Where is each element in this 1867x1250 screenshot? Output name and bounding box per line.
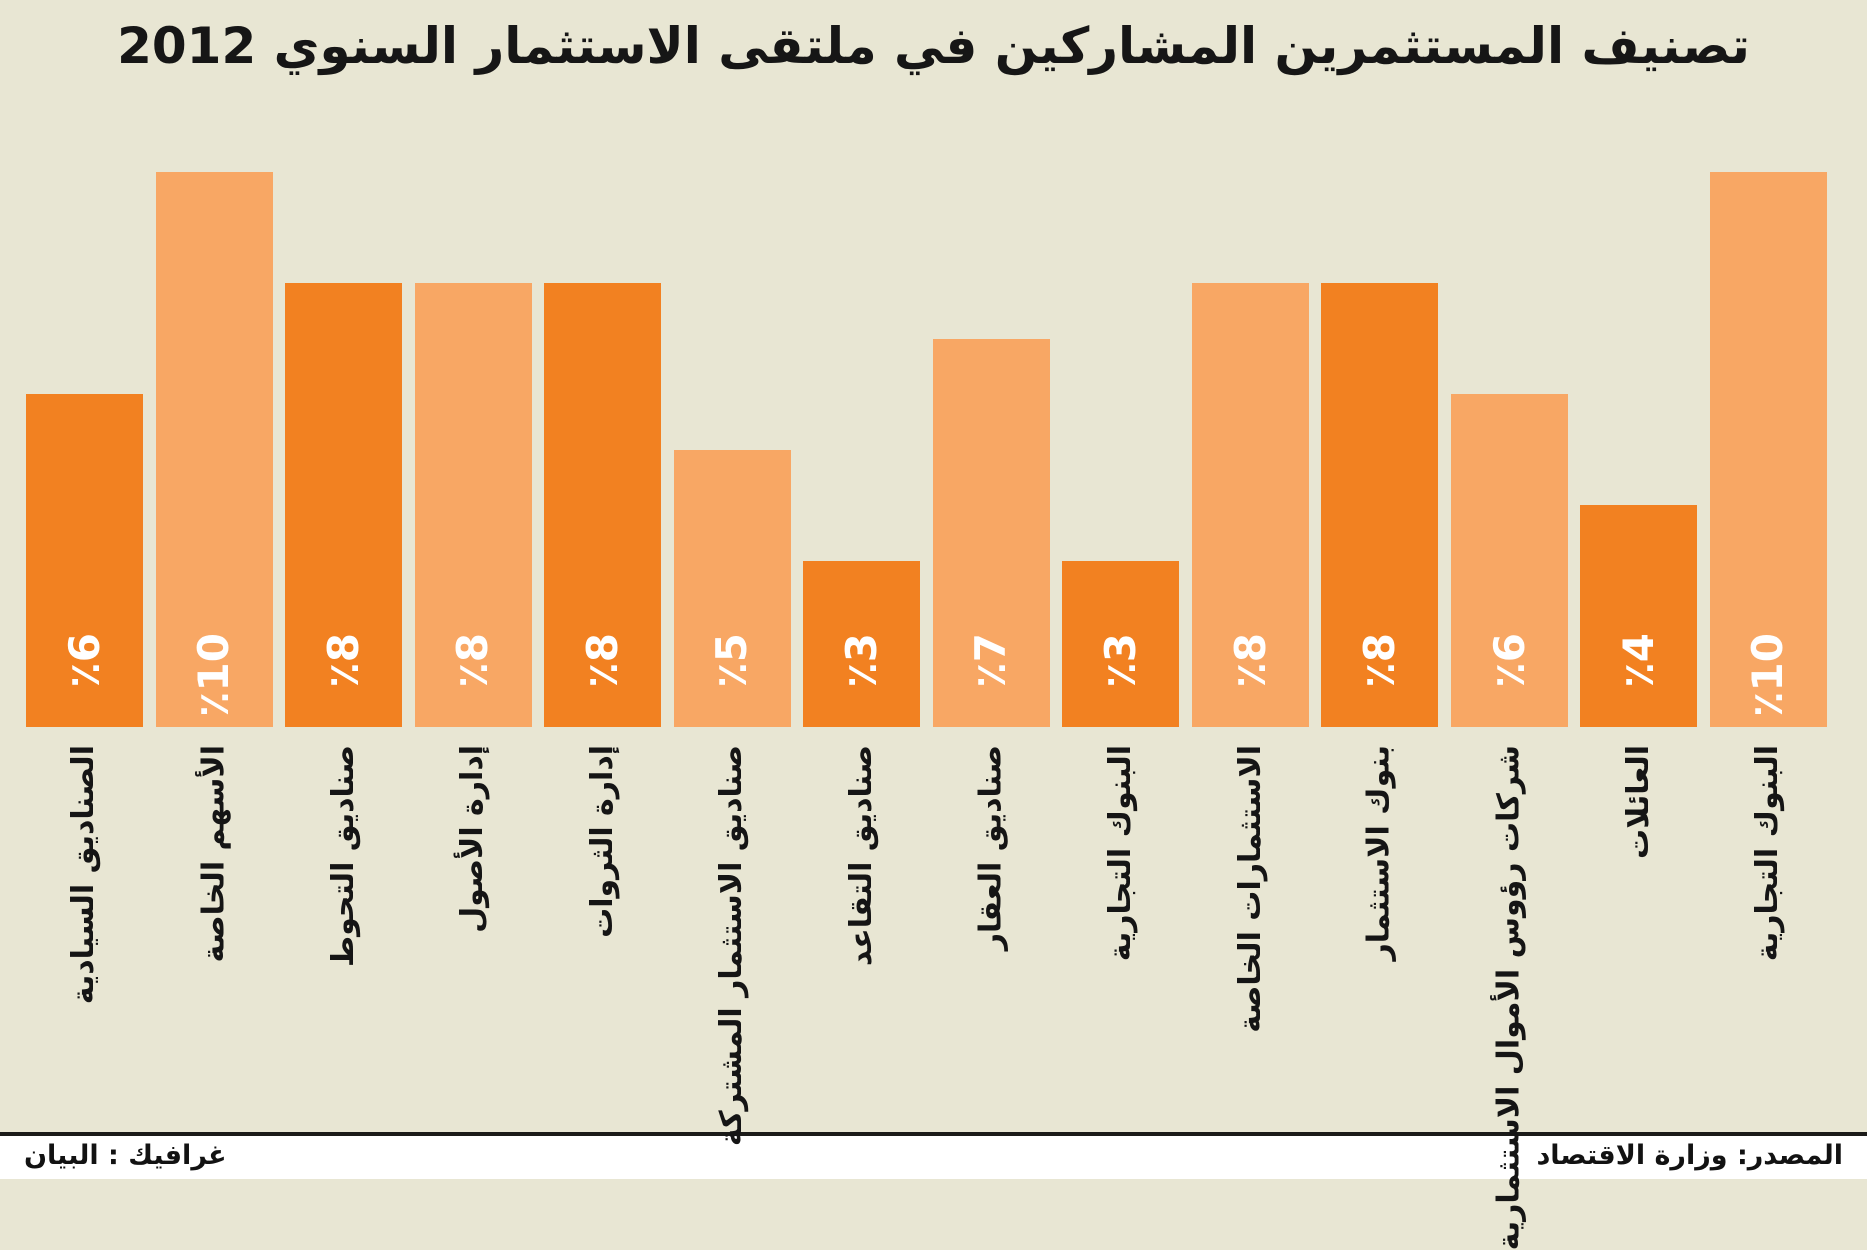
category-label: شركات رؤوس الأموال الاستثمارية <box>1491 745 1527 1250</box>
category-label-cell: صناديق الاستثمار المشتركة <box>674 727 791 1146</box>
category-label: صناديق الاستثمار المشتركة <box>714 745 750 1147</box>
graphic-credit: غرافيك : البيان <box>24 1140 227 1171</box>
bar-value-label: ٪10 <box>1743 633 1793 718</box>
category-label-cell: البنوك التجارية <box>1062 727 1179 1132</box>
bar-value-label: ٪6 <box>1484 633 1534 688</box>
category-label: صناديق العقار <box>973 745 1009 951</box>
category-label: بنوك الاستثمار <box>1361 745 1397 961</box>
bar-value-label: ٪7 <box>966 633 1016 688</box>
category-label: صناديق التقاعد <box>843 745 879 967</box>
category-label: الأسهم الخاصة <box>196 745 232 963</box>
bar-13-light: ٪10 <box>155 172 273 727</box>
category-label-cell: إدارة الأصول <box>415 727 532 1132</box>
category-label-cell: صناديق التحوط <box>285 727 402 1132</box>
category-label: إدارة الأصول <box>455 745 491 933</box>
bar-value-label: ٪3 <box>836 633 886 688</box>
category-label-cell: بنوك الاستثمار <box>1321 727 1438 1132</box>
category-label-cell: صناديق التقاعد <box>803 727 920 1132</box>
chart-title: تصنيف المستثمرين المشاركين في ملتقى الاس… <box>117 17 1750 75</box>
bar-10-dark: ٪8 <box>544 283 662 727</box>
bar-8-dark: ٪3 <box>803 560 921 727</box>
category-label-cell: البنوك التجارية <box>1710 727 1827 1132</box>
bar-chart-plot-area: ٪10 ٪4 ٪6 ٪8 ٪8 ٪3 ٪7 ٪3 ٪5 ٪8 ٪8 ٪8 ٪10 ٪6 <box>0 172 1867 727</box>
category-label-cell: الأسهم الخاصة <box>156 727 273 1132</box>
bar-6-dark: ٪3 <box>1062 560 1180 727</box>
category-label-cell: صناديق العقار <box>933 727 1050 1132</box>
category-label-cell: إدارة الثروات <box>544 727 661 1132</box>
bar-value-label: ٪4 <box>1613 633 1663 688</box>
bar-value-label: ٪8 <box>318 633 368 688</box>
bar-value-label: ٪8 <box>577 633 627 688</box>
footer-divider-line <box>0 1132 1867 1136</box>
bar-2-dark: ٪4 <box>1580 505 1698 727</box>
bar-value-label: ٪6 <box>59 633 109 688</box>
bar-9-light: ٪5 <box>673 449 791 727</box>
category-label: صناديق التحوط <box>325 745 361 968</box>
bar-5-light: ٪8 <box>1191 283 1309 727</box>
category-label-cell: شركات رؤوس الأموال الاستثمارية <box>1451 727 1568 1250</box>
source-credit: المصدر: وزارة الاقتصاد <box>1536 1140 1843 1171</box>
category-label: العائلات <box>1620 745 1656 859</box>
category-label: الاستثمارات الخاصة <box>1232 745 1268 1033</box>
category-label: الصناديق السيادية <box>66 745 102 1005</box>
category-label: البنوك التجارية <box>1102 745 1138 962</box>
bar-value-label: ٪8 <box>448 633 498 688</box>
category-label-cell: الصناديق السيادية <box>26 727 143 1132</box>
bar-value-label: ٪3 <box>1095 633 1145 688</box>
bar-12-dark: ٪8 <box>285 283 403 727</box>
bar-7-light: ٪7 <box>932 338 1050 727</box>
bar-value-label: ٪8 <box>1354 633 1404 688</box>
category-label: إدارة الثروات <box>584 745 620 938</box>
bar-11-light: ٪8 <box>414 283 532 727</box>
category-label: البنوك التجارية <box>1750 745 1786 962</box>
bar-4-dark: ٪8 <box>1321 283 1439 727</box>
bar-3-light: ٪6 <box>1450 394 1568 727</box>
bar-value-label: ٪8 <box>1225 633 1275 688</box>
bar-14-dark: ٪6 <box>26 394 144 727</box>
footer-bar: المصدر: وزارة الاقتصاد غرافيك : البيان <box>0 1136 1867 1179</box>
category-axis-labels: البنوك التجارية العائلات شركات رؤوس الأموا… <box>0 727 1867 1250</box>
category-label-cell: العائلات <box>1580 727 1697 1132</box>
bar-value-label: ٪5 <box>707 633 757 688</box>
infographic-page: { "title": "تصنيف المستثمرين المشاركين ف… <box>0 17 1867 1250</box>
bar-value-label: ٪10 <box>189 633 239 718</box>
bar-1-light: ٪10 <box>1710 172 1827 727</box>
category-label-cell: الاستثمارات الخاصة <box>1192 727 1309 1132</box>
